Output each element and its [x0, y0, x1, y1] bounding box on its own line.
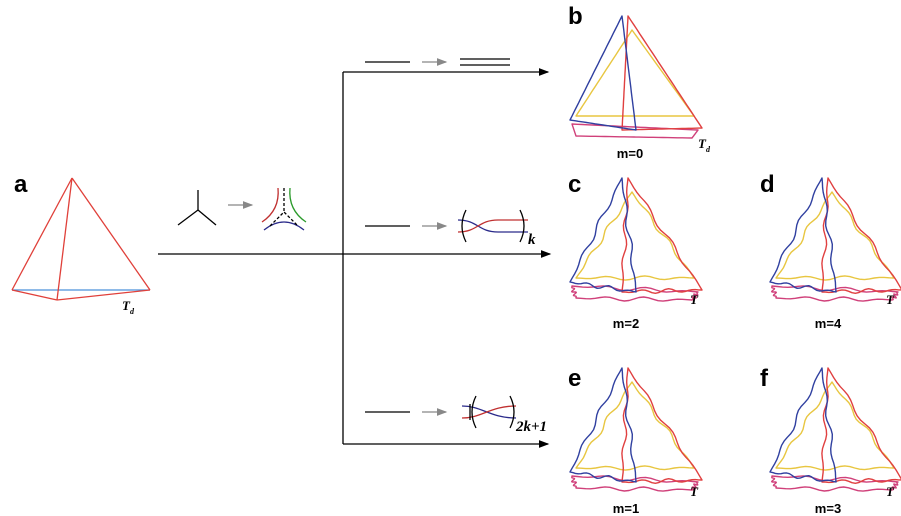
strand	[771, 475, 899, 492]
multiplier: 2k+1	[515, 419, 547, 435]
panel-label: f	[760, 365, 769, 392]
tetrahedron	[11, 177, 151, 301]
strand	[775, 191, 895, 281]
vertex-rule	[177, 187, 307, 231]
strand	[569, 367, 637, 483]
symmetry: T	[690, 292, 699, 307]
edge-rules	[365, 58, 528, 429]
panel-label: e	[568, 365, 581, 392]
symmetry-base: T	[886, 484, 895, 499]
strand	[569, 177, 637, 293]
caption: m=0	[617, 146, 643, 161]
strand	[621, 15, 703, 131]
caption: m=2	[613, 316, 639, 331]
caption: m=3	[815, 501, 841, 516]
strand	[621, 177, 703, 294]
symmetry-base: T	[690, 292, 699, 307]
knot	[769, 177, 901, 302]
symmetry-base: T	[698, 136, 707, 151]
symmetry: Td	[698, 136, 711, 154]
strand	[571, 123, 699, 139]
symmetry: T	[886, 484, 895, 499]
panel-label: d	[760, 171, 775, 198]
strand	[571, 475, 699, 492]
knot	[569, 177, 703, 302]
strand	[571, 285, 699, 302]
panel-label: c	[568, 171, 581, 198]
strand	[821, 367, 901, 484]
strand	[575, 191, 695, 281]
panel-label: a	[14, 171, 28, 198]
symmetry-subscript: d	[130, 307, 135, 316]
symmetry-base: T	[690, 484, 699, 499]
caption: m=1	[613, 501, 639, 516]
knot	[769, 367, 901, 492]
strand	[769, 177, 837, 293]
knot	[569, 367, 703, 492]
strand	[821, 177, 901, 294]
symmetry-base: T	[886, 292, 895, 307]
multiplier: k	[528, 232, 536, 248]
symmetry: T	[886, 292, 895, 307]
strand	[569, 15, 637, 131]
symmetry: T	[690, 484, 699, 499]
symmetry: Td	[122, 298, 135, 316]
knot	[569, 15, 703, 139]
strand	[775, 381, 895, 471]
panel-label: b	[568, 3, 583, 30]
strand	[575, 381, 695, 471]
symmetry-base: T	[122, 298, 131, 313]
caption: m=4	[815, 316, 842, 331]
strand	[769, 367, 837, 483]
strand	[621, 367, 703, 484]
symmetry-subscript: d	[706, 145, 711, 154]
arrows	[158, 68, 552, 448]
strand	[771, 285, 899, 302]
